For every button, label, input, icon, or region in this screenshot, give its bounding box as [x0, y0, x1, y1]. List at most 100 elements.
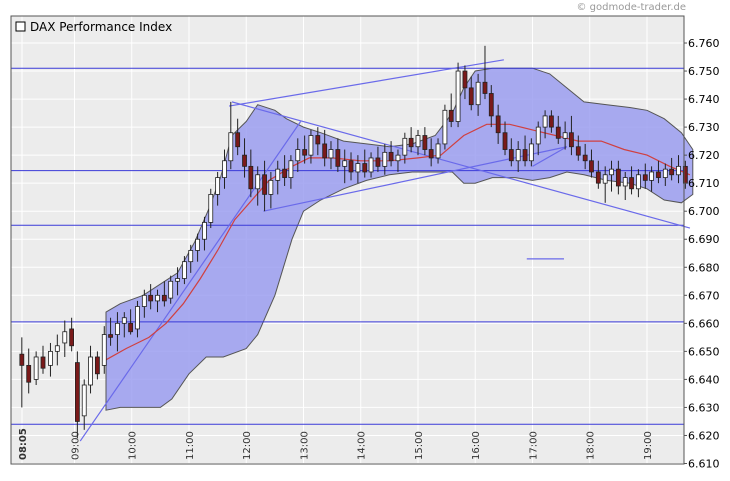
candle [508, 138, 514, 167]
candle [642, 163, 648, 189]
candle-body [141, 294, 147, 307]
candle [62, 320, 68, 357]
y-tick-label: 6.740 [688, 93, 720, 106]
watermark: © godmode-trader.de [577, 2, 687, 13]
candle-body [656, 171, 661, 178]
candle-body [81, 384, 87, 417]
candle-body [362, 163, 368, 173]
candle-body [428, 149, 434, 159]
candle [215, 171, 221, 206]
candle [595, 160, 601, 189]
candle-body [662, 168, 668, 178]
candle-body [502, 132, 508, 150]
candle [402, 132, 408, 164]
candle-body [522, 149, 528, 162]
candle-body [649, 171, 654, 181]
candle-body [288, 160, 294, 178]
candle-body [228, 132, 234, 162]
candle [522, 135, 528, 167]
candle [262, 160, 267, 212]
candle-body [208, 193, 214, 223]
candle-body [54, 345, 60, 352]
candle [382, 143, 388, 175]
candle-body [215, 177, 221, 195]
candle [228, 101, 234, 170]
candle-body [282, 168, 288, 178]
candle-body [328, 149, 334, 159]
candle-body [235, 132, 241, 148]
candle [656, 160, 661, 184]
candle [622, 171, 628, 200]
candle-body [636, 174, 641, 190]
candle [528, 138, 534, 167]
candle [222, 149, 227, 189]
candle-body [182, 261, 187, 279]
candle [242, 138, 247, 178]
candle-body [676, 165, 681, 176]
candle [448, 93, 454, 128]
candle-body [168, 280, 174, 299]
candle-body [448, 109, 454, 122]
candle [442, 104, 448, 150]
candle [408, 127, 414, 153]
candle [108, 317, 113, 346]
candle [155, 289, 160, 313]
candle [308, 129, 314, 164]
candle-body [255, 174, 261, 190]
candle-body [629, 177, 634, 190]
candle [602, 166, 608, 203]
candle [295, 138, 301, 172]
candle-body [40, 356, 46, 369]
candle-body [669, 168, 675, 176]
y-tick-label: 6.690 [688, 233, 720, 246]
candle-body [322, 143, 328, 159]
candle [19, 337, 25, 408]
candle [128, 309, 134, 335]
candle-body [115, 322, 120, 335]
candle [422, 127, 428, 156]
candle [502, 121, 508, 156]
candle-body [48, 350, 53, 366]
candle-body [482, 81, 488, 94]
candle [69, 317, 75, 352]
candle-body [101, 334, 107, 366]
candle-body [388, 151, 394, 162]
candle-body [615, 168, 621, 187]
y-tick-label: 6.640 [688, 373, 720, 386]
candle [115, 312, 120, 352]
candle [348, 152, 354, 181]
candle-body [488, 93, 494, 117]
candle [428, 138, 434, 167]
candle [649, 166, 654, 192]
candle-body [495, 115, 501, 134]
candle [315, 127, 321, 156]
candle [328, 141, 334, 170]
candle-body [335, 149, 341, 167]
x-tick-label: 13:00 [299, 431, 310, 460]
candle-body [415, 135, 421, 148]
candle [609, 160, 614, 192]
candle [121, 312, 127, 338]
candle-body [121, 317, 127, 324]
candle-body [94, 356, 100, 375]
candle [368, 152, 374, 178]
candle [208, 188, 214, 229]
candle [33, 351, 39, 386]
candle [88, 345, 93, 394]
candle-body [455, 70, 461, 122]
candle-body [268, 179, 274, 195]
candle [455, 62, 461, 128]
candle [202, 216, 207, 251]
candle [548, 110, 554, 133]
candle-body [88, 356, 93, 386]
y-tick-label: 6.670 [688, 289, 720, 302]
candle [161, 281, 167, 307]
candle-body [248, 165, 254, 190]
candle-body [569, 132, 574, 148]
candle-body [262, 174, 267, 195]
candle-body [222, 160, 227, 178]
bollinger-band [105, 67, 694, 411]
candle [542, 110, 548, 139]
candle-body [342, 160, 348, 167]
